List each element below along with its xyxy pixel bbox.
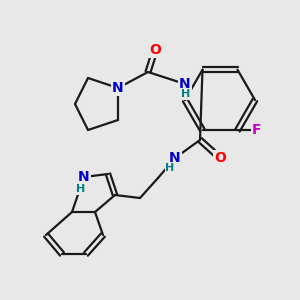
Text: F: F (252, 123, 261, 137)
Text: N: N (112, 81, 124, 95)
Text: N: N (78, 170, 90, 184)
Text: N: N (179, 77, 191, 91)
Text: N: N (169, 151, 181, 165)
Text: H: H (165, 163, 175, 173)
Text: O: O (149, 43, 161, 57)
Text: H: H (76, 184, 85, 194)
Text: O: O (214, 151, 226, 165)
Text: H: H (182, 89, 190, 99)
